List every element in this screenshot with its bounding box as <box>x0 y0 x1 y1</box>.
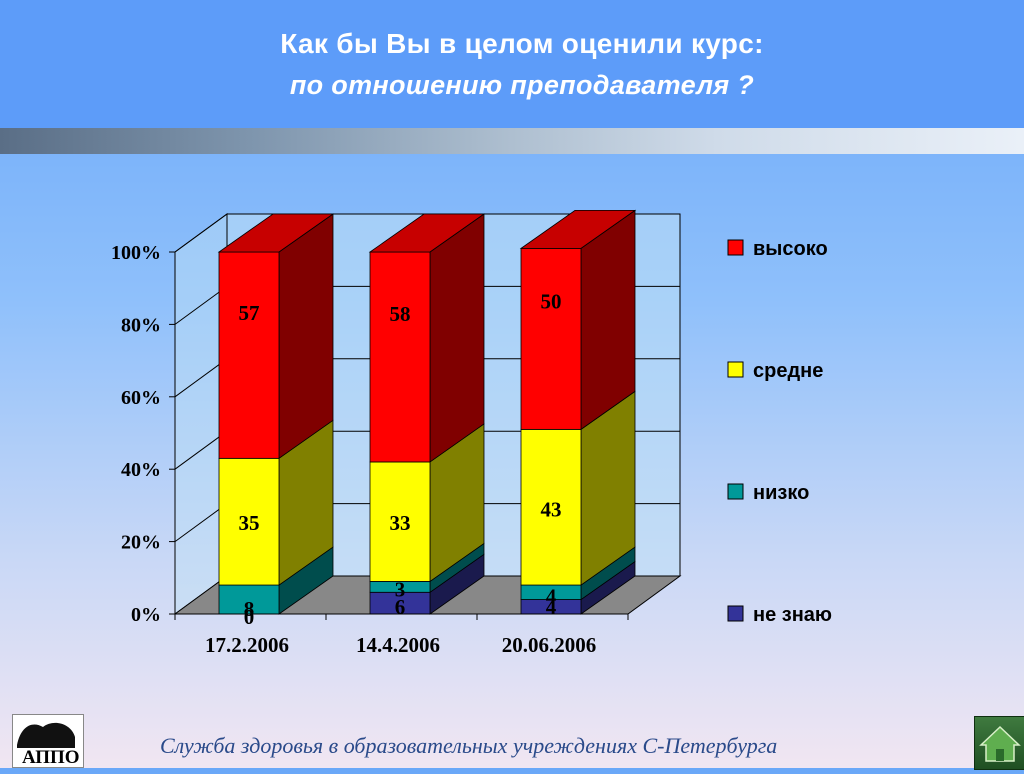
data-label-high: 57 <box>239 301 260 325</box>
gridline-side <box>174 213 228 253</box>
legend-label-dont_know: не знаю <box>753 604 832 626</box>
bar-segment-high <box>369 251 431 463</box>
data-label-medium: 43 <box>541 497 562 521</box>
stacked-bar-chart: 0%20%40%60%80%100%08355717.2.20066333581… <box>111 209 832 657</box>
footer-text: Служба здоровья в образовательных учрежд… <box>160 733 778 758</box>
legend-swatch-high <box>727 239 744 256</box>
x-tick-label: 17.2.2006 <box>205 633 289 657</box>
bar-segment-medium <box>520 428 582 586</box>
y-tick-label: 0% <box>131 604 161 626</box>
data-label-medium: 35 <box>239 511 260 535</box>
y-tick-label: 100% <box>111 242 161 264</box>
logo-text: АППО <box>22 747 80 767</box>
logo-icon: АППО <box>12 714 84 768</box>
bar-segment-high <box>520 247 582 430</box>
data-label-dont_know: 0 <box>244 605 255 629</box>
data-label-dont_know: 6 <box>395 595 406 619</box>
gridline-side <box>174 430 228 470</box>
data-label-high: 50 <box>541 290 562 314</box>
data-label-medium: 33 <box>390 511 411 535</box>
y-tick-label: 20% <box>121 532 161 554</box>
gridline-side <box>174 503 228 543</box>
legend-label-high: высоко <box>753 238 828 260</box>
legend-swatch-medium <box>727 361 744 378</box>
bar-segment-low <box>218 584 280 615</box>
bar-top <box>519 209 637 249</box>
data-label-low: 8 <box>244 597 255 621</box>
bar-top <box>217 213 335 253</box>
gridline-side <box>174 285 228 325</box>
y-tick-label: 60% <box>121 387 161 409</box>
title-band: Как бы Вы в целом оценили курс: по отнош… <box>0 0 1024 128</box>
legend-swatch-low <box>727 483 744 500</box>
y-tick-label: 40% <box>121 459 161 481</box>
bar-side-high <box>278 213 334 460</box>
legend-label-medium: средне <box>753 360 823 382</box>
data-label-dont_know: 4 <box>546 595 557 619</box>
slide-subtitle: по отношению преподавателя ? <box>289 70 755 100</box>
data-label-low: 4 <box>546 585 557 609</box>
y-tick-label: 80% <box>121 314 161 336</box>
legend-swatch-dont_know <box>727 605 744 622</box>
slide-title: Как бы Вы в целом оценили курс: <box>280 28 764 59</box>
x-tick-label: 14.4.2006 <box>356 633 440 657</box>
legend-label-low: низко <box>753 482 809 504</box>
data-label-high: 58 <box>390 302 411 326</box>
gridline-side <box>174 358 228 398</box>
bar-segment-medium <box>369 461 431 582</box>
data-label-low: 3 <box>395 577 406 601</box>
home-icon <box>979 725 1021 762</box>
x-tick-label: 20.06.2006 <box>502 633 597 657</box>
bar-side-high <box>429 213 485 463</box>
bar-top <box>368 213 486 253</box>
bar-segment-medium <box>218 457 280 586</box>
divider-bar <box>0 128 1024 154</box>
bar-segment-high <box>218 251 280 459</box>
bar-side-high <box>580 209 636 431</box>
home-button[interactable] <box>974 716 1024 770</box>
